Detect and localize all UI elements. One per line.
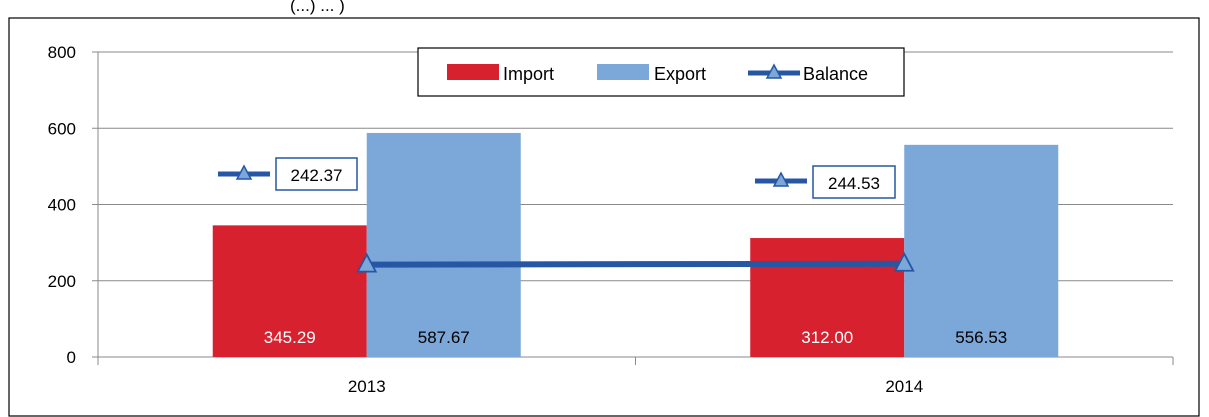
data-label-import: 345.29 (264, 328, 316, 347)
legend-label-export: Export (654, 64, 706, 84)
balance-callout-marker (772, 171, 790, 187)
y-axis: 0 200 400 600 800 (48, 43, 99, 367)
balance-callout-marker (235, 164, 253, 180)
balance-series-line (366, 260, 905, 268)
legend-label-balance: Balance (803, 64, 868, 84)
balance-marker (893, 251, 915, 272)
data-label-export: 587.67 (418, 328, 470, 347)
balance-marker (356, 252, 378, 273)
legend-marker-balance (765, 63, 783, 79)
bar-export-2013 (366, 132, 521, 357)
legend-label-import: Import (503, 64, 554, 84)
chart-frame (8, 17, 1200, 417)
legend-swatch-import (447, 64, 499, 80)
bar-export-2014 (904, 144, 1059, 357)
y-tick-label: 800 (48, 43, 76, 62)
x-tick-label: 2014 (885, 377, 923, 396)
header-fragment: (...) ... ) (290, 0, 345, 15)
balance-line (356, 251, 915, 273)
balance-callout-box (275, 157, 358, 191)
data-labels: 345.29 587.67 312.00 556.53 242.37 244.53 (218, 157, 1007, 347)
data-label-export: 556.53 (955, 328, 1007, 347)
y-tick-label: 600 (48, 119, 76, 138)
legend: Import Export Balance (417, 47, 905, 97)
x-axis: 2013 2014 (97, 356, 1174, 396)
x-tick-label: 2013 (348, 377, 386, 396)
data-label-balance: 244.53 (828, 174, 880, 193)
data-label-balance: 242.37 (291, 166, 343, 185)
bar-import-2013 (212, 225, 367, 357)
y-tick-label: 400 (48, 196, 76, 215)
y-tick-label: 200 (48, 272, 76, 291)
bars (212, 132, 1059, 357)
data-label-import: 312.00 (801, 328, 853, 347)
bar-import-2014 (750, 238, 905, 357)
y-tick-label: 0 (67, 348, 76, 367)
balance-callout-box (812, 165, 896, 199)
legend-swatch-export (597, 64, 649, 80)
